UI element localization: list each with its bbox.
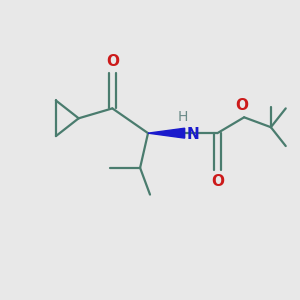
Polygon shape (148, 128, 185, 138)
Text: O: O (106, 54, 119, 69)
Text: N: N (187, 127, 200, 142)
Text: O: O (211, 174, 224, 189)
Text: O: O (236, 98, 249, 113)
Text: H: H (178, 110, 188, 124)
